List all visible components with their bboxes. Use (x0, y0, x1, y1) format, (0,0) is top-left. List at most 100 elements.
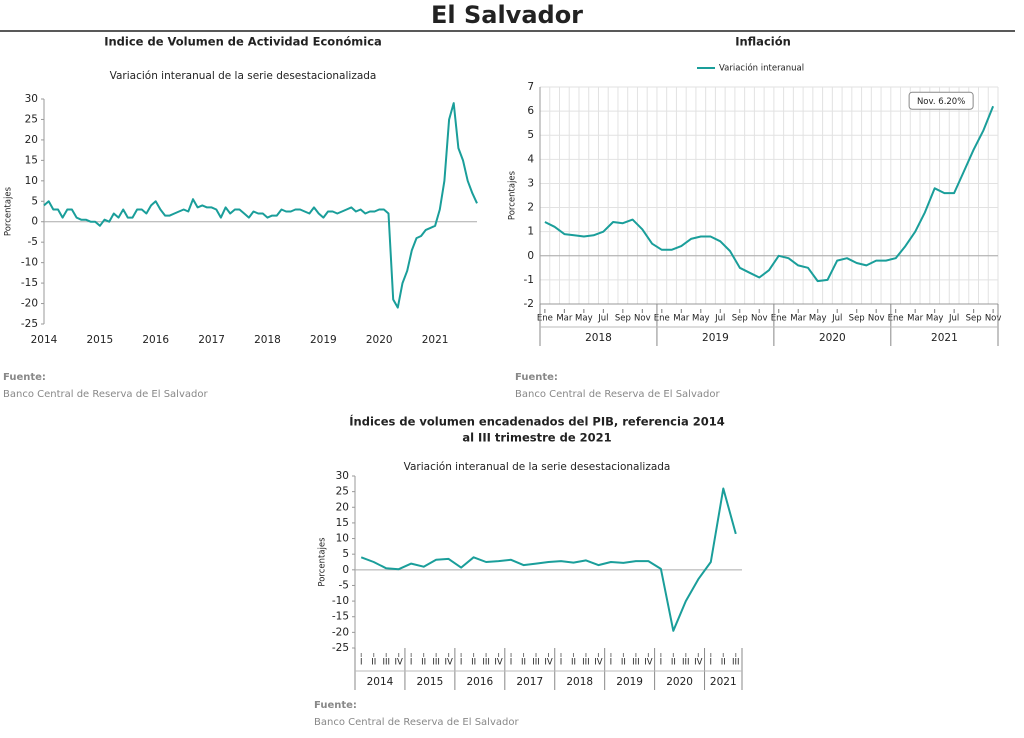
y-tick-label: 25 (25, 113, 38, 125)
x-group-label: 2016 (466, 676, 493, 688)
x-group-label: 2020 (666, 676, 693, 688)
source: Banco Central de Reserva de El Salvador (3, 389, 208, 400)
x-tick-label: Sep (966, 314, 982, 324)
x-tick-label: II (621, 658, 626, 668)
y-axis-label: Porcentajes (318, 537, 328, 587)
data-line (43, 102, 478, 309)
x-group-label: 2019 (616, 676, 643, 688)
y-tick-label: -15 (332, 611, 349, 623)
y-tick-label: 30 (336, 470, 349, 482)
y-axis-label: Porcentajes (4, 186, 14, 236)
chart-subtitle: Variación interanual de la serie desesta… (110, 70, 377, 82)
y-tick-label: 2 (527, 202, 534, 214)
annotation: Nov. 6.20% (917, 97, 965, 107)
y-tick-label: -5 (339, 579, 349, 591)
x-tick-label: 2014 (31, 334, 58, 346)
y-tick-label: 5 (31, 195, 38, 207)
source-label: Fuente: (3, 372, 46, 383)
legend-label: Variación interanual (719, 63, 804, 74)
x-tick-label: II (571, 658, 576, 668)
x-tick-label: Sep (849, 314, 865, 324)
x-tick-label: IV (494, 658, 503, 668)
x-tick-label: Nov (634, 314, 651, 324)
x-tick-label: Ene (537, 314, 553, 324)
x-tick-label: I (360, 658, 363, 668)
x-tick-label: I (460, 658, 463, 668)
x-tick-label: 2018 (254, 334, 281, 346)
y-tick-label: 10 (336, 533, 349, 545)
x-tick-label: Nov (868, 314, 885, 324)
y-tick-label: 0 (31, 216, 38, 228)
x-tick-label: Ene (771, 314, 787, 324)
y-tick-label: -25 (21, 318, 38, 330)
y-tick-label: 20 (25, 134, 38, 146)
source: Banco Central de Reserva de El Salvador (314, 717, 519, 728)
x-tick-label: May (809, 314, 827, 324)
source: Banco Central de Reserva de El Salvador (515, 389, 720, 400)
x-tick-label: IV (594, 658, 603, 668)
chart-title: Inflación (735, 35, 791, 49)
annotation-box (908, 91, 974, 110)
y-axis-label: Porcentajes (508, 170, 518, 220)
y-tick-label: -10 (332, 595, 349, 607)
y-tick-label: 15 (336, 517, 349, 529)
source-label: Fuente: (314, 700, 357, 711)
x-tick-label: III (732, 658, 740, 668)
x-group-label: 2021 (710, 676, 737, 688)
x-tick-label: Jul (831, 314, 842, 324)
x-tick-label: III (532, 658, 540, 668)
chart-title: Índices de volumen encadenados del PIB, … (349, 414, 724, 429)
x-tick-label: II (671, 658, 676, 668)
x-tick-label: May (575, 314, 593, 324)
data-line (544, 105, 995, 283)
x-group-label: 2015 (417, 676, 444, 688)
chart-title: Indice de Volumen de Actividad Económica (104, 35, 382, 49)
x-tick-label: I (710, 658, 713, 668)
x-tick-label: Jul (948, 314, 959, 324)
x-tick-label: 2019 (310, 334, 337, 346)
x-tick-label: I (410, 658, 413, 668)
x-tick-label: III (482, 658, 490, 668)
data-line (360, 487, 737, 632)
x-tick-label: Sep (615, 314, 631, 324)
x-group-label: 2014 (367, 676, 394, 688)
y-tick-label: -5 (28, 236, 38, 248)
y-tick-label: 5 (527, 129, 534, 141)
y-tick-label: 4 (527, 153, 534, 165)
y-tick-label: 6 (527, 105, 534, 117)
source-label: Fuente: (515, 372, 558, 383)
x-tick-label: I (510, 658, 513, 668)
x-tick-label: II (521, 658, 526, 668)
x-tick-label: III (382, 658, 390, 668)
y-tick-label: 7 (527, 81, 534, 93)
x-group-label: 2019 (702, 332, 729, 344)
x-tick-label: I (660, 658, 663, 668)
page-title: El Salvador (431, 1, 583, 29)
y-tick-label: -1 (524, 274, 534, 286)
x-group-label: 2018 (566, 676, 593, 688)
x-tick-label: II (721, 658, 726, 668)
x-tick-label: May (926, 314, 944, 324)
x-tick-label: IV (644, 658, 653, 668)
x-tick-label: 2016 (142, 334, 169, 346)
x-tick-label: 2017 (198, 334, 225, 346)
x-tick-label: 2021 (422, 334, 449, 346)
y-tick-label: 1 (527, 226, 534, 238)
x-tick-label: 2020 (366, 334, 393, 346)
x-tick-label: Ene (654, 314, 670, 324)
x-tick-label: 2015 (87, 334, 114, 346)
x-tick-label: Mar (790, 314, 807, 324)
x-tick-label: IV (395, 658, 404, 668)
y-tick-label: -25 (332, 642, 349, 654)
x-tick-label: Mar (907, 314, 924, 324)
y-tick-label: -20 (21, 298, 38, 310)
x-tick-label: III (682, 658, 690, 668)
x-tick-label: I (560, 658, 563, 668)
x-tick-label: III (632, 658, 640, 668)
x-tick-label: III (432, 658, 440, 668)
x-tick-label: Mar (556, 314, 573, 324)
chart-title: al III trimestre de 2021 (462, 431, 611, 445)
y-tick-label: 0 (527, 250, 534, 262)
x-tick-label: May (692, 314, 710, 324)
